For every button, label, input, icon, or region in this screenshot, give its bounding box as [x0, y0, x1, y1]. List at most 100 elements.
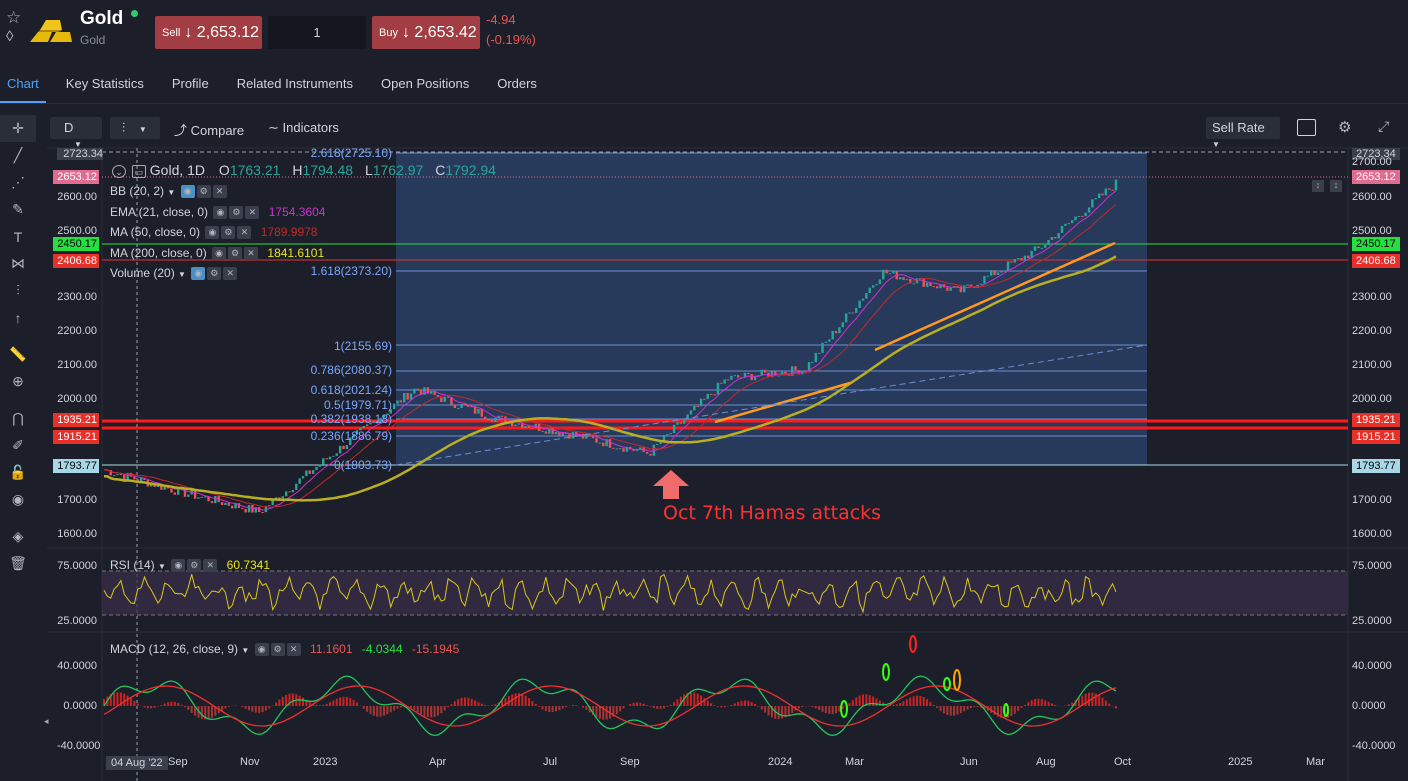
text-icon[interactable]: T — [13, 228, 23, 245]
compare-button[interactable]: ⤴ Compare — [174, 120, 244, 139]
lock-drawing-icon[interactable]: ✐ — [12, 437, 24, 453]
lock-icon[interactable]: 🔓 — [9, 464, 27, 480]
rsi-legend[interactable]: RSI (14) ▼ ◉ ⚙ ✕ 60.7341 — [110, 558, 271, 573]
macd-histogram-bar — [686, 692, 689, 706]
buy-button[interactable]: Buy ↓ 2,653.42 — [372, 16, 480, 49]
candle — [801, 370, 804, 375]
tab-open-positions[interactable]: Open Positions — [381, 76, 470, 91]
pattern-icon[interactable]: ⋈ — [11, 255, 25, 271]
macd-histogram-bar — [632, 702, 635, 706]
macd-histogram-bar — [946, 706, 949, 715]
candle — [423, 387, 426, 395]
top-bar: ☆ ◊ Gold Gold Sell ↓ 2,653.12 1 Buy ↓ 2,… — [0, 0, 1408, 64]
alert-icon[interactable]: ◊ — [6, 28, 14, 45]
candle — [929, 282, 932, 287]
zoom-icon[interactable]: ⊕ — [12, 373, 24, 389]
remove-icon[interactable]: ✕ — [223, 267, 238, 281]
candle — [922, 277, 925, 287]
candle — [315, 466, 318, 471]
star-icon[interactable]: ☆ — [6, 8, 22, 27]
eye-toggle-icon[interactable]: ◉ — [191, 267, 206, 281]
macd-histogram-bar — [963, 706, 966, 712]
indicators-button[interactable]: ∼ Indicators — [268, 120, 339, 136]
settings-small-icon[interactable]: ⚙ — [207, 267, 222, 281]
candle — [645, 451, 649, 454]
eye-toggle-icon[interactable]: ◉ — [180, 185, 195, 199]
macd-histogram-bar — [662, 706, 665, 709]
layers-icon[interactable]: ◈ — [12, 528, 24, 544]
macd-histogram-bar — [922, 697, 925, 706]
fib-icon[interactable]: ⋰ — [11, 174, 25, 190]
macd-histogram-bar — [838, 706, 841, 712]
ema-legend[interactable]: EMA (21, close, 0) ◉ ⚙ ✕ 1754.3604 — [110, 205, 325, 220]
fib-label-05: 0.5(1979.71) — [323, 398, 392, 412]
hide-icon[interactable]: ▭ — [131, 164, 146, 178]
ruler-icon[interactable]: 📏 — [9, 346, 27, 362]
fullscreen-box-icon[interactable] — [1297, 119, 1316, 136]
settings-small-icon[interactable]: ⚙ — [270, 643, 285, 657]
settings-small-icon[interactable]: ⚙ — [196, 185, 211, 199]
crosshair-icon[interactable]: ✛ — [0, 115, 36, 142]
macd-histogram-bar — [342, 696, 345, 706]
interval-select[interactable]: D ▼ — [50, 117, 102, 149]
candle — [618, 448, 622, 450]
bb-legend[interactable]: BB (20, 2) ▼ ◉ ⚙ ✕ — [110, 184, 227, 199]
collapse-left-icon[interactable]: ◂ — [44, 716, 49, 726]
eye-toggle-icon[interactable]: ◉ — [171, 559, 186, 573]
macd-histogram-bar — [119, 692, 122, 706]
price-label-current-left: 2653.12 — [53, 170, 99, 184]
chart-type-select[interactable]: ⫶ ▼ — [110, 117, 160, 139]
trash-icon[interactable]: 🗑 — [9, 555, 27, 571]
macd-legend[interactable]: MACD (12, 26, close, 9) ▼ ◉ ⚙ ✕ 11.1601 -4… — [110, 642, 460, 657]
macd-histogram-bar — [1084, 693, 1087, 706]
sell-button[interactable]: Sell ↓ 2,653.12 — [155, 16, 262, 49]
scale-down-icon[interactable]: ↕ — [1330, 180, 1342, 192]
remove-icon[interactable]: ✕ — [244, 247, 259, 261]
macd-histogram-bar — [180, 704, 183, 706]
quantity-input[interactable]: 1 — [268, 16, 366, 49]
eye-icon[interactable]: ◉ — [11, 491, 25, 507]
settings-small-icon[interactable]: ⚙ — [187, 559, 202, 573]
collapse-icon[interactable]: ⌄ — [112, 164, 126, 178]
arrow-up-icon[interactable]: ↑ — [14, 309, 22, 326]
candle — [254, 507, 257, 513]
eye-toggle-icon[interactable]: ◉ — [205, 226, 220, 240]
candle — [490, 420, 494, 422]
tab-profile[interactable]: Profile — [171, 76, 209, 91]
tab-key-statistics[interactable]: Key Statistics — [65, 76, 144, 91]
ma200-legend[interactable]: MA (200, close, 0) ◉ ⚙ ✕ 1841.6101 — [110, 246, 324, 261]
remove-icon[interactable]: ✕ — [286, 643, 301, 657]
remove-icon[interactable]: ✕ — [237, 226, 252, 240]
candle — [1081, 215, 1084, 217]
tab-orders[interactable]: Orders — [497, 76, 537, 91]
tab-related-instruments[interactable]: Related Instruments — [236, 76, 354, 91]
remove-icon[interactable]: ✕ — [245, 206, 260, 220]
eye-toggle-icon[interactable]: ◉ — [254, 643, 269, 657]
expand-icon[interactable]: ⤢ — [1378, 118, 1390, 134]
candle — [905, 279, 909, 281]
remove-icon[interactable]: ✕ — [212, 185, 227, 199]
settings-icon[interactable]: ⚙ — [1338, 119, 1352, 136]
brush-icon[interactable]: ✎ — [12, 201, 24, 217]
candle — [500, 415, 504, 417]
ma50-legend[interactable]: MA (50, close, 0) ◉ ⚙ ✕ 1789.9978 — [110, 225, 317, 240]
trendline-icon[interactable]: ╱ — [13, 147, 23, 163]
candle — [956, 286, 959, 288]
scale-up-icon[interactable]: ↕ — [1312, 180, 1324, 192]
volume-legend[interactable]: Volume (20) ▼ ◉ ⚙ ✕ — [110, 266, 238, 281]
settings-small-icon[interactable]: ⚙ — [221, 226, 236, 240]
settings-small-icon[interactable]: ⚙ — [229, 206, 244, 220]
eye-toggle-icon[interactable]: ◉ — [213, 206, 228, 220]
settings-small-icon[interactable]: ⚙ — [228, 247, 243, 261]
macd-histogram-bar — [389, 706, 392, 713]
eye-toggle-icon[interactable]: ◉ — [212, 247, 227, 261]
forecast-icon[interactable]: ⫶ — [16, 282, 20, 298]
fib-label-1618: 1.618(2373.20) — [310, 264, 392, 278]
remove-icon[interactable]: ✕ — [203, 559, 218, 573]
tab-chart[interactable]: Chart — [0, 64, 46, 103]
macd-histogram-bar — [716, 706, 719, 707]
price-tick-left: 2300.00 — [57, 291, 97, 303]
magnet-icon[interactable]: ⋂ — [12, 410, 24, 426]
rate-select[interactable]: Sell Rate ▼ — [1206, 117, 1280, 149]
